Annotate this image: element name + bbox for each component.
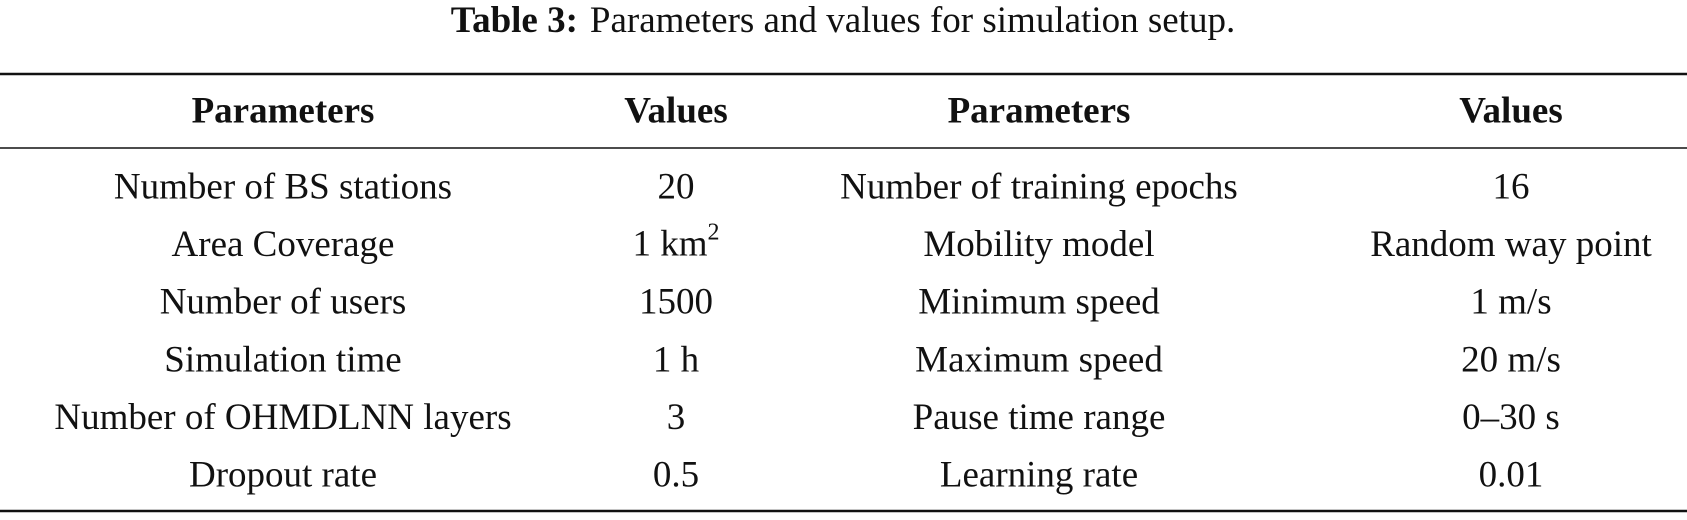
- cell: 1 km2: [632, 219, 719, 265]
- cell: Area Coverage: [172, 224, 395, 265]
- caption: Table 3: Parameters and values for simula…: [451, 0, 1235, 41]
- cell: Simulation time: [164, 339, 401, 380]
- cell: 0.01: [1479, 454, 1544, 495]
- cell: 16: [1493, 166, 1530, 207]
- header-cell: Values: [624, 90, 728, 131]
- cell: Learning rate: [940, 454, 1138, 495]
- cell: 1 h: [653, 339, 700, 380]
- caption-text: Parameters and values for simulation set…: [590, 0, 1235, 41]
- cell: Minimum speed: [918, 282, 1160, 323]
- cell: 1500: [639, 282, 713, 323]
- cell: 1 m/s: [1470, 282, 1551, 323]
- cell: 3: [667, 397, 686, 438]
- header-cell: Parameters: [192, 90, 375, 131]
- cell: Maximum speed: [915, 339, 1163, 380]
- cell: Dropout rate: [189, 454, 377, 495]
- cell: Mobility model: [923, 224, 1154, 265]
- cell: 20 m/s: [1461, 339, 1561, 380]
- cell: Number of BS stations: [114, 166, 452, 207]
- cell: Random way point: [1370, 224, 1652, 265]
- cell: Number of OHMDLNN layers: [54, 397, 511, 438]
- cell: Number of users: [160, 282, 407, 323]
- cell: 0.5: [653, 454, 699, 495]
- cell-superscript: 2: [708, 219, 720, 245]
- cell: 20: [658, 166, 695, 207]
- cell: 0–30 s: [1462, 397, 1560, 438]
- caption-label: Table 3:: [451, 0, 578, 41]
- cell-base: 1 km: [632, 224, 707, 265]
- cell: Pause time range: [913, 397, 1166, 438]
- header-cell: Values: [1459, 90, 1563, 131]
- cell: Number of training epochs: [840, 166, 1238, 207]
- header-cell: Parameters: [948, 90, 1131, 131]
